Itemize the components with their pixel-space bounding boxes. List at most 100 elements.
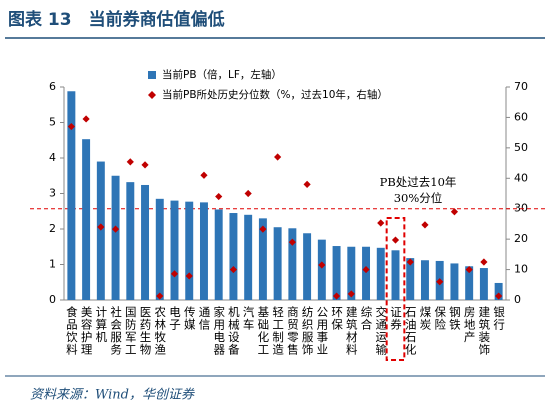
marker	[347, 290, 355, 298]
marker	[406, 258, 414, 266]
marker	[67, 122, 75, 131]
x-tick-label: 轻工制造	[271, 305, 285, 356]
legend-label: 当前PB（倍，LF，左轴）	[162, 68, 282, 81]
x-tick-label: 保险	[433, 305, 447, 331]
y-tick-label: 1	[49, 258, 56, 271]
bar	[82, 139, 91, 300]
bar	[288, 228, 297, 300]
marker	[391, 236, 400, 244]
x-tick-label: 农林牧渔	[153, 305, 167, 356]
marker	[436, 278, 444, 286]
y-tick-label: 4	[49, 151, 56, 164]
marker	[421, 221, 429, 229]
x-tick-label: 钢铁	[448, 306, 462, 331]
y2-tick-label: 10	[514, 263, 528, 276]
x-tick-label: 环保	[330, 306, 344, 331]
y-tick-label: 5	[49, 116, 56, 129]
y-tick-label: 2	[49, 222, 56, 235]
marker	[126, 158, 134, 166]
y2-tick-label: 50	[514, 141, 528, 154]
x-tick-label: 综合	[360, 305, 374, 331]
annotation: PB处过去10年	[380, 175, 457, 189]
x-tick-label: 基础化工	[256, 306, 270, 356]
marker	[82, 115, 90, 123]
bar	[67, 91, 76, 300]
x-tick-label: 石油石化	[404, 306, 418, 356]
annotation: 30%分位	[394, 191, 443, 205]
x-tick-label: 机械设备	[227, 305, 241, 356]
marker	[229, 265, 238, 274]
marker	[259, 225, 267, 233]
source: 资料来源：Wind，华创证券	[30, 388, 195, 403]
marker	[185, 272, 193, 280]
bar	[347, 246, 356, 300]
x-tick-label: 电子	[168, 306, 182, 331]
marker	[244, 189, 252, 198]
marker	[97, 223, 105, 231]
bar	[317, 239, 326, 300]
bar	[185, 201, 194, 300]
marker	[215, 192, 223, 201]
x-tick-label: 家用电器	[212, 305, 226, 356]
x-tick-label: 食品饮料	[65, 305, 79, 356]
marker	[332, 292, 341, 300]
marker	[111, 225, 120, 233]
y2-tick-label: 0	[514, 293, 521, 306]
bar	[465, 266, 474, 300]
x-tick-label: 计算机	[94, 306, 108, 344]
bar	[362, 246, 371, 300]
bar	[273, 227, 282, 300]
marker	[465, 265, 473, 274]
bar	[141, 184, 150, 300]
bar	[111, 175, 120, 300]
x-tick-label: 公用事业	[315, 306, 329, 356]
y2-tick-label: 60	[514, 110, 528, 123]
y-tick-label: 3	[49, 187, 56, 200]
bar	[420, 260, 429, 300]
x-tick-label: 银行	[492, 305, 506, 331]
marker	[200, 171, 208, 179]
bar	[494, 282, 503, 300]
bar	[376, 247, 385, 300]
x-tick-label: 房地产	[463, 306, 477, 344]
x-tick-label: 通信	[197, 306, 211, 331]
bar	[126, 182, 135, 300]
bar	[391, 250, 400, 300]
y2-tick-label: 20	[514, 232, 528, 245]
bar	[229, 213, 238, 300]
bar	[244, 214, 253, 300]
bar	[170, 200, 179, 300]
marker	[303, 180, 311, 188]
bar	[450, 263, 459, 300]
x-tick-label: 国防军工	[124, 306, 138, 356]
bar	[479, 268, 488, 300]
y-tick-label: 0	[49, 293, 56, 306]
chart-title: 图表 13 当前券商估值偏低	[8, 9, 225, 30]
bar	[406, 258, 415, 300]
x-tick-label: 煤炭	[418, 306, 432, 331]
bar	[303, 233, 312, 300]
marker	[170, 270, 179, 278]
marker	[362, 265, 370, 274]
marker	[495, 292, 503, 300]
x-tick-label: 建筑装饰	[477, 305, 491, 356]
marker	[450, 208, 459, 216]
marker	[156, 292, 164, 300]
y-tick-label: 6	[49, 80, 56, 93]
marker	[274, 153, 282, 161]
bar	[155, 198, 164, 300]
y2-tick-label: 40	[514, 171, 528, 184]
bar	[332, 246, 341, 300]
bar	[258, 218, 267, 300]
x-tick-label: 纺织服饰	[301, 305, 315, 356]
x-tick-label: 汽车	[242, 305, 256, 331]
legend-swatch	[148, 91, 156, 99]
bar	[96, 161, 105, 300]
highlight-box	[385, 217, 406, 361]
legend-label: 当前PB所处历史分位数（%，过去10年，右轴）	[162, 88, 388, 101]
x-tick-label: 商贸零售	[286, 305, 300, 356]
y2-tick-label: 70	[514, 80, 528, 93]
x-tick-label: 建筑材料	[345, 305, 359, 356]
marker	[377, 219, 385, 227]
